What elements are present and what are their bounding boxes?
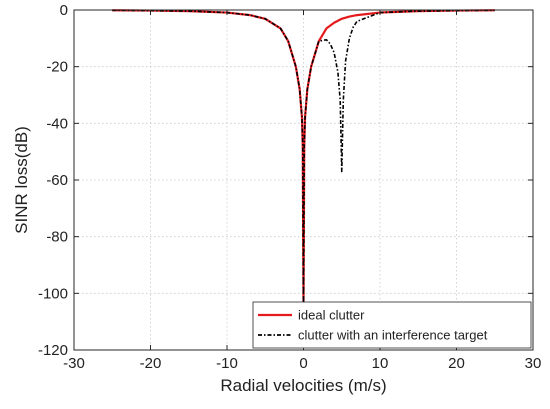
x-axis-title: Radial velocities (m/s) <box>220 376 386 395</box>
x-tick-label: -20 <box>140 355 162 372</box>
x-tick-label: -10 <box>216 355 238 372</box>
x-tick-label: -30 <box>63 355 85 372</box>
y-tick-label: -20 <box>46 59 68 76</box>
series-line-interference-target <box>112 9 495 306</box>
series-group <box>112 9 495 306</box>
x-tick-label: 0 <box>299 355 307 372</box>
y-tick-label: -120 <box>38 342 68 359</box>
legend: ideal clutter clutter with an interferen… <box>252 301 532 349</box>
legend-label-ideal-clutter: ideal clutter <box>298 308 365 323</box>
legend-label-interference-target: clutter with an interference target <box>298 328 488 343</box>
y-tick-label: -80 <box>46 229 68 246</box>
y-axis-title: SINR loss(dB) <box>12 126 31 234</box>
y-tick-label: 0 <box>60 2 68 19</box>
x-tick-label: 30 <box>525 355 542 372</box>
y-tick-label: -100 <box>38 285 68 302</box>
x-tick-label: 10 <box>372 355 389 372</box>
legend-box <box>252 301 532 349</box>
y-tick-label: -40 <box>46 115 68 132</box>
y-tick-label: -60 <box>46 172 68 189</box>
x-tick-label: 20 <box>448 355 465 372</box>
